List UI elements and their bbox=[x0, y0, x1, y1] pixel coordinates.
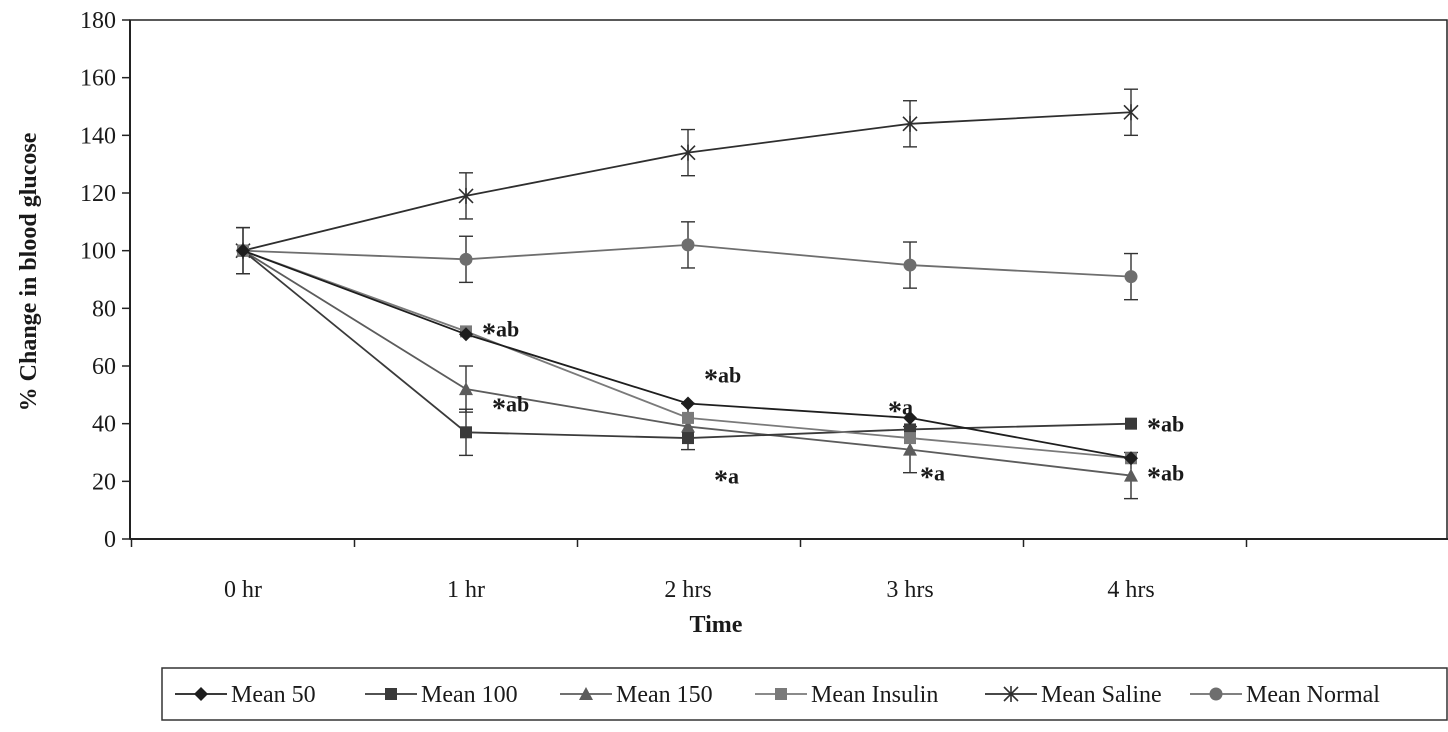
x-tick-label: 2 hrs bbox=[664, 577, 711, 603]
annotation-label: *ab bbox=[492, 391, 529, 424]
data-point bbox=[681, 419, 695, 433]
legend-label: Mean Saline bbox=[1041, 682, 1162, 708]
legend-label: Mean Normal bbox=[1246, 682, 1380, 708]
y-axis-title: % Change in blood glucose bbox=[16, 132, 42, 411]
x-axis-title: Time bbox=[690, 612, 743, 638]
y-tick-label: 20 bbox=[92, 469, 116, 495]
legend-item-mean-saline: Mean Saline bbox=[985, 682, 1162, 708]
annotation-label: *a bbox=[888, 394, 913, 427]
data-point bbox=[681, 396, 695, 411]
y-tick-label: 80 bbox=[92, 296, 116, 322]
x-tick-label: 3 hrs bbox=[886, 577, 933, 603]
data-point bbox=[459, 382, 473, 396]
legend-label: Mean 150 bbox=[616, 682, 713, 708]
data-point bbox=[681, 238, 695, 252]
legend-label: Mean 100 bbox=[421, 682, 518, 708]
data-point bbox=[459, 252, 473, 266]
y-tick-label: 60 bbox=[92, 354, 116, 380]
legend-swatch-marker bbox=[1209, 687, 1223, 701]
series-line bbox=[242, 111, 1132, 252]
legend-swatch-marker bbox=[775, 688, 787, 700]
series-mean-50 bbox=[236, 243, 1138, 466]
series-mean-150 bbox=[236, 243, 1138, 500]
annotation-label: *ab bbox=[1147, 461, 1184, 494]
annotation-label: *ab bbox=[1147, 412, 1184, 445]
y-tick-label: 40 bbox=[92, 412, 116, 438]
data-point bbox=[902, 115, 918, 132]
data-point bbox=[1125, 417, 1137, 430]
annotation-label: *ab bbox=[704, 363, 741, 396]
data-point bbox=[236, 243, 250, 258]
data-point bbox=[903, 258, 917, 272]
legend-swatch-marker bbox=[1003, 686, 1019, 702]
y-tick-label: 100 bbox=[80, 239, 116, 265]
x-tick-label: 0 hr bbox=[224, 577, 262, 603]
annotations: *ab *ab *ab *a *a *a *ab *ab bbox=[482, 317, 1184, 497]
y-tick-label: 160 bbox=[80, 66, 116, 92]
series-layer bbox=[235, 88, 1139, 500]
legend: Mean 50 Mean 100 Mean 150 Mean Insulin Mean … bbox=[161, 667, 1448, 721]
annotation-label: *ab bbox=[482, 317, 519, 350]
annotation-label: *a bbox=[714, 464, 739, 497]
legend-swatch-marker bbox=[194, 687, 208, 701]
legend-label: Mean Insulin bbox=[811, 682, 938, 708]
data-point bbox=[1124, 270, 1138, 284]
legend-item-mean-150: Mean 150 bbox=[560, 682, 713, 708]
legend-swatch-marker bbox=[385, 688, 397, 700]
data-point bbox=[1124, 468, 1138, 482]
legend-item-mean-normal: Mean Normal bbox=[1190, 682, 1380, 708]
data-point bbox=[458, 187, 474, 204]
legend-label: Mean 50 bbox=[231, 682, 316, 708]
data-point bbox=[459, 327, 473, 342]
y-tick-label: 180 bbox=[80, 8, 116, 34]
annotation-label: *a bbox=[920, 461, 945, 494]
series-mean-normal bbox=[236, 221, 1138, 301]
y-tick-label: 140 bbox=[80, 123, 116, 149]
data-point bbox=[1124, 451, 1138, 466]
y-tick-label: 120 bbox=[80, 181, 116, 207]
y-tick-label: 0 bbox=[104, 527, 116, 553]
axes: 0 20 40 60 80 100 120 140 160 180 0 hr 1 hr 2 hrs 3 h… bbox=[80, 8, 1448, 603]
legend-item-mean-100: Mean 100 bbox=[365, 682, 518, 708]
x-tick-label: 4 hrs bbox=[1107, 577, 1154, 603]
legend-item-mean-insulin: Mean Insulin bbox=[755, 682, 938, 708]
plot-frame bbox=[129, 19, 1448, 540]
data-point bbox=[903, 410, 917, 425]
series-line bbox=[242, 249, 1132, 439]
data-point bbox=[460, 426, 472, 439]
data-point bbox=[1123, 104, 1139, 121]
legend-swatch-marker bbox=[579, 687, 593, 700]
data-point bbox=[682, 432, 694, 445]
data-point bbox=[904, 432, 916, 445]
data-point bbox=[682, 411, 694, 424]
data-point bbox=[903, 442, 917, 456]
legend-item-mean-50: Mean 50 bbox=[175, 682, 316, 708]
series-mean-saline bbox=[235, 88, 1139, 275]
x-tick-label: 1 hr bbox=[447, 577, 485, 603]
data-point bbox=[680, 144, 696, 161]
